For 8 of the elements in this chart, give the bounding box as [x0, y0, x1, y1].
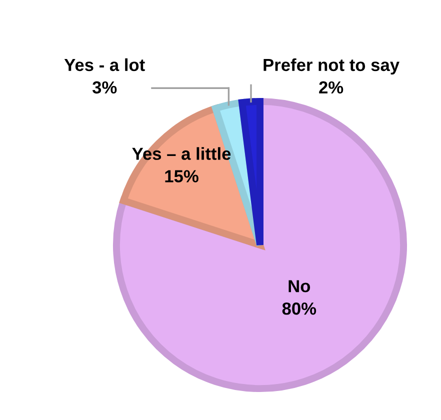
data-label: 2% — [319, 81, 344, 94]
slice-label: Yes - a lot — [64, 58, 145, 72]
data-label: 3% — [92, 81, 117, 94]
slice-label: Prefer not to say — [264, 58, 400, 75]
slice-label: Yes – a little — [132, 147, 231, 160]
slice-label: No — [288, 280, 310, 292]
data-label: 15% — [165, 170, 198, 182]
data-label: 80% — [282, 302, 316, 315]
